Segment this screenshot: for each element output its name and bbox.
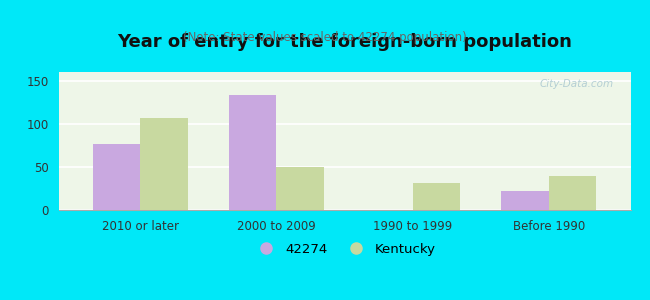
Bar [229,95,276,210]
Bar [501,191,549,210]
Legend: 42274, Kentucky: 42274, Kentucky [248,238,441,261]
Text: (Note: State values scaled to 42274 population): (Note: State values scaled to 42274 popu… [183,32,467,44]
Title: Year of entry for the foreign-born population: Year of entry for the foreign-born popul… [117,33,572,51]
Text: City-Data.com: City-Data.com [540,79,614,89]
Bar [140,118,188,210]
Bar [549,176,597,210]
Bar [92,144,140,210]
Bar [413,183,460,210]
Bar [276,167,324,210]
